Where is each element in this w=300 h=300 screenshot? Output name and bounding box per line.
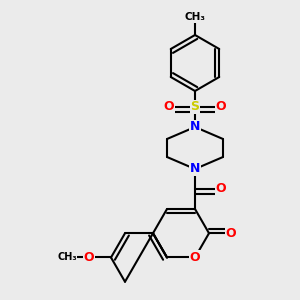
Text: O: O — [216, 100, 226, 113]
Text: CH₃: CH₃ — [57, 253, 77, 262]
Text: S: S — [190, 100, 200, 113]
Text: CH₃: CH₃ — [184, 12, 206, 22]
Text: N: N — [190, 163, 200, 176]
Text: CH₃: CH₃ — [184, 12, 206, 22]
Text: O: O — [84, 251, 94, 264]
Text: O: O — [190, 251, 200, 264]
Text: O: O — [226, 227, 236, 240]
Text: O: O — [164, 100, 174, 113]
Text: N: N — [190, 121, 200, 134]
Text: O: O — [216, 182, 226, 196]
